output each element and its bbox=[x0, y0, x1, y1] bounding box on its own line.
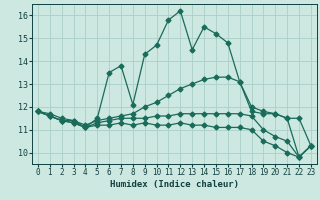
X-axis label: Humidex (Indice chaleur): Humidex (Indice chaleur) bbox=[110, 180, 239, 189]
